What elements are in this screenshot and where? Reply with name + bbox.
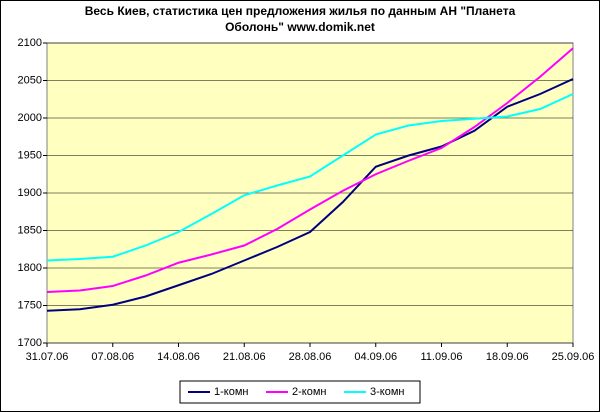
y-tick-label: 2050 — [18, 74, 42, 86]
series-line — [46, 93, 574, 262]
x-tick-label: 11.09.06 — [420, 351, 462, 363]
legend-label: 1-комн — [214, 386, 248, 398]
legend-label: 3-комн — [370, 386, 404, 398]
chart-title: Оболонь" www.domik.net — [225, 20, 375, 34]
x-tick-label: 31.07.06 — [26, 351, 69, 363]
legend-label: 2-комн — [292, 386, 326, 398]
x-tick-label: 18.09.06 — [486, 351, 529, 363]
y-tick-label: 2000 — [18, 112, 42, 124]
y-tick-label: 1900 — [18, 187, 42, 199]
x-tick-label: 07.08.06 — [91, 351, 134, 363]
y-tick-label: 1850 — [18, 224, 42, 236]
y-tick-label: 1700 — [18, 337, 42, 349]
x-tick-label: 14.08.06 — [157, 351, 200, 363]
chart-title: Весь Киев, статистика цен предложения жи… — [85, 4, 516, 18]
x-tick-label: 04.09.06 — [354, 351, 397, 363]
x-tick-label: 28.08.06 — [289, 351, 332, 363]
y-tick-label: 2100 — [18, 37, 42, 49]
y-tick-label: 1750 — [18, 299, 42, 311]
y-tick-label: 1800 — [18, 262, 42, 274]
series-line — [46, 78, 574, 312]
x-tick-label: 25.09.06 — [552, 351, 595, 363]
x-tick-label: 21.08.06 — [223, 351, 266, 363]
y-tick-label: 1950 — [18, 149, 42, 161]
legend-box — [179, 380, 421, 404]
